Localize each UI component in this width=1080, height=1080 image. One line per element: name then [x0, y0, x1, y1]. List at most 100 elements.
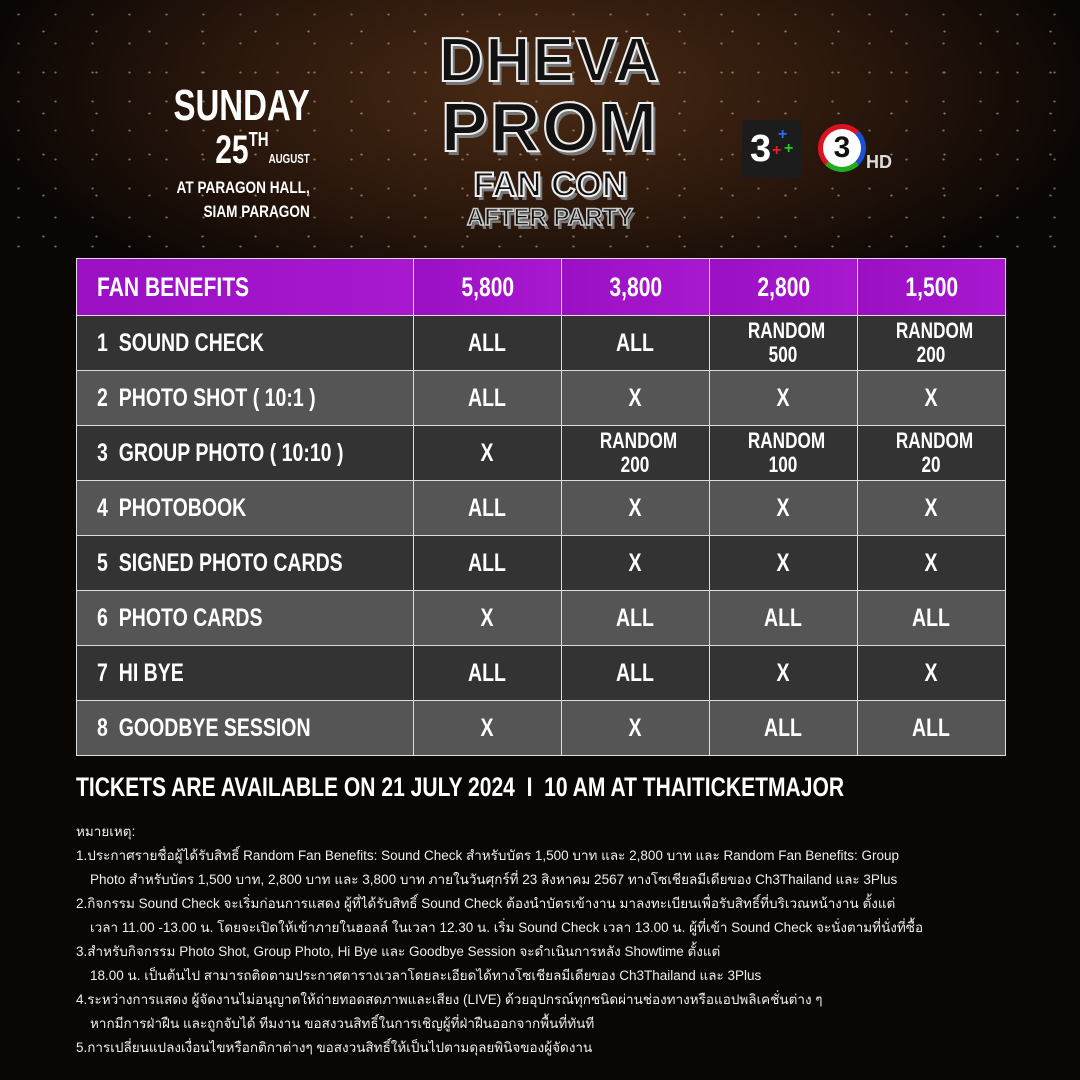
- event-date-venue: SUNDAY 25THAUGUST AT PARAGON HALL, SIAM P…: [128, 84, 310, 224]
- benefit-cell: ALL: [560, 590, 710, 646]
- header-fan-benefits: FAN BENEFITS: [76, 258, 414, 316]
- cell-value: ALL: [468, 658, 507, 687]
- note-line: 2.กิจกรรม Sound Check จะเริ่มก่อนการแสดง…: [76, 896, 896, 911]
- logo-line-1: DHEVA: [438, 26, 662, 95]
- row-number: 6: [97, 603, 108, 632]
- table-row: 1 SOUND CHECK ALL ALL RANDOM 500 RANDOM 200: [76, 315, 1007, 371]
- cell-value: ALL: [616, 603, 655, 632]
- cell-value: X: [924, 383, 938, 412]
- row-number: 4: [97, 493, 108, 522]
- benefit-name: 2 PHOTO SHOT ( 10:1 ): [76, 370, 414, 426]
- logo-line-3: FAN CON: [473, 166, 628, 204]
- benefit-cell: X: [856, 480, 1007, 536]
- benefit-cell: X: [856, 645, 1007, 701]
- cell-value: X: [628, 548, 642, 577]
- cell-value: X: [628, 493, 642, 522]
- header-price: 5,800: [412, 258, 562, 316]
- table-row: 2 PHOTO SHOT ( 10:1 ) ALL X X X: [76, 370, 1007, 426]
- cell-value: RANDOM 20: [896, 427, 974, 477]
- cell-value: X: [924, 548, 938, 577]
- table-row: 8 GOODBYE SESSION X X ALL ALL: [76, 700, 1007, 756]
- cell-value: X: [924, 493, 938, 522]
- header-price: 3,800: [560, 258, 710, 316]
- benefit-label: PHOTO CARDS: [118, 603, 263, 632]
- row-number: 3: [97, 438, 108, 467]
- benefit-cell: ALL: [708, 590, 858, 646]
- ticket-info: TICKETS ARE AVAILABLE ON 21 JULY 2024 I …: [76, 772, 1061, 803]
- event-venue: AT PARAGON HALL, SIAM PARAGON: [165, 176, 310, 224]
- cell-value: ALL: [764, 713, 803, 742]
- note-line: Photo สำหรับบัตร 1,500 บาท, 2,800 บาท แล…: [90, 872, 898, 887]
- benefit-cell: RANDOM 100: [708, 425, 858, 481]
- benefit-cell: X: [560, 535, 710, 591]
- benefit-cell: ALL: [708, 700, 858, 756]
- cell-value: ALL: [912, 713, 951, 742]
- benefit-cell: RANDOM 500: [708, 315, 858, 371]
- header-label: 2,800: [757, 271, 810, 302]
- benefit-cell: X: [708, 480, 858, 536]
- cell-value: ALL: [468, 383, 507, 412]
- note-line: 4.ระหว่างการแสดง ผู้จัดงานไม่อนุญาตให้ถ่…: [76, 992, 823, 1007]
- benefit-cell: ALL: [856, 700, 1007, 756]
- cell-value: X: [776, 658, 790, 687]
- cell-value: ALL: [468, 493, 507, 522]
- cell-value: X: [776, 548, 790, 577]
- venue-line-1: AT PARAGON HALL,: [176, 178, 310, 197]
- event-day: SUNDAY: [173, 81, 310, 130]
- cell-value: X: [924, 658, 938, 687]
- benefit-name: 4 PHOTOBOOK: [76, 480, 414, 536]
- cell-value: RANDOM 200: [896, 317, 974, 367]
- row-number: 8: [97, 713, 108, 742]
- sparkle-background: [0, 0, 1080, 260]
- ch3plus-text: 3: [750, 128, 772, 170]
- plus-icon: +: [772, 142, 782, 159]
- cell-value: X: [628, 713, 642, 742]
- benefit-name: 5 SIGNED PHOTO CARDS: [76, 535, 414, 591]
- header-price: 1,500: [856, 258, 1007, 316]
- cell-value: ALL: [468, 548, 507, 577]
- date-month: AUGUST: [268, 151, 310, 166]
- table-row: 7 HI BYE ALL ALL X X: [76, 645, 1007, 701]
- cell-value: X: [480, 438, 494, 467]
- venue-line-2: SIAM PARAGON: [203, 201, 310, 221]
- note-line: 1.ประกาศรายชื่อผู้ได้รับสิทธิ์ Random Fa…: [76, 848, 900, 863]
- benefit-cell: ALL: [412, 645, 562, 701]
- cell-value: ALL: [468, 328, 507, 357]
- row-number: 5: [97, 548, 108, 577]
- table-row: 5 SIGNED PHOTO CARDS ALL X X X: [76, 535, 1007, 591]
- benefit-cell: ALL: [560, 645, 710, 701]
- note-line: 18.00 น. เป็นต้นไป สามารถติดตามประกาศตาร…: [90, 968, 762, 983]
- benefit-cell: X: [412, 590, 562, 646]
- benefit-cell: X: [708, 645, 858, 701]
- benefit-label: HI BYE: [118, 658, 184, 687]
- header-label: FAN BENEFITS: [97, 271, 250, 302]
- logo-line-4: AFTER PARTY: [466, 204, 634, 231]
- logo-line-2: PROM: [440, 88, 659, 166]
- table-row: 6 PHOTO CARDS X ALL ALL ALL: [76, 590, 1007, 646]
- benefit-cell: X: [560, 700, 710, 756]
- notes-title: หมายเหตุ:: [76, 824, 136, 839]
- hd-label: HD: [866, 152, 892, 172]
- fan-benefits-table: FAN BENEFITS 5,800 3,800 2,800 1,500 1 SO…: [76, 258, 1007, 756]
- event-logo: DHEVA PROM FAN CON AFTER PARTY: [400, 26, 700, 231]
- benefit-cell: X: [412, 425, 562, 481]
- cell-value: X: [776, 383, 790, 412]
- note-line: หากมีการฝ่าฝืน และถูกจับได้ ทีมงาน ขอสงว…: [90, 1016, 595, 1031]
- note-line: 3.สำหรับกิจกรรม Photo Shot, Group Photo,…: [76, 944, 721, 959]
- benefit-name: 6 PHOTO CARDS: [76, 590, 414, 646]
- benefit-cell: RANDOM 200: [560, 425, 710, 481]
- header-label: 5,800: [461, 271, 514, 302]
- header-label: 3,800: [609, 271, 662, 302]
- benefit-cell: ALL: [560, 315, 710, 371]
- row-number: 1: [97, 328, 108, 357]
- note-line: เวลา 11.00 -13.00 น. โดยจะเปิดให้เข้าภาย…: [90, 920, 924, 935]
- header-label: 1,500: [905, 271, 958, 302]
- benefit-cell: ALL: [856, 590, 1007, 646]
- cell-value: X: [628, 383, 642, 412]
- benefit-name: 8 GOODBYE SESSION: [76, 700, 414, 756]
- notes: หมายเหตุ: 1.ประกาศรายชื่อผู้ได้รับสิทธิ์…: [76, 820, 1016, 1060]
- header-price: 2,800: [708, 258, 858, 316]
- cell-value: ALL: [616, 658, 655, 687]
- benefit-cell: X: [708, 370, 858, 426]
- benefit-cell: RANDOM 20: [856, 425, 1007, 481]
